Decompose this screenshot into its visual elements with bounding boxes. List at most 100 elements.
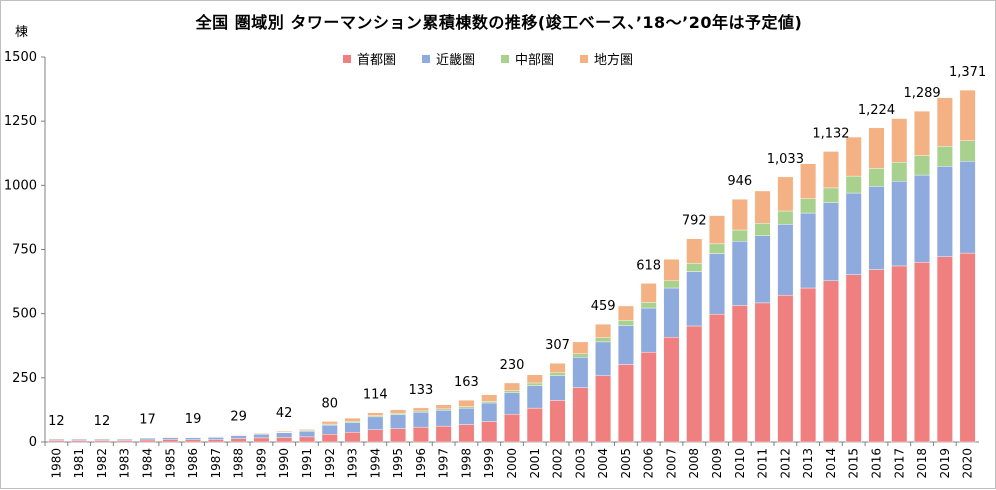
bar-segment — [686, 239, 701, 264]
x-tick-label: 2017 — [892, 448, 906, 479]
bar-segment — [459, 400, 474, 406]
bar-segment — [368, 417, 383, 430]
bar-segment — [914, 156, 929, 176]
bar-segment — [140, 438, 155, 440]
bar-segment — [709, 216, 724, 244]
bar-segment — [846, 275, 861, 442]
bar-segment — [755, 303, 770, 442]
bar-segment — [527, 408, 542, 442]
bar-segment — [892, 119, 907, 163]
x-tick-label: 1999 — [482, 448, 496, 479]
data-label: 1,371 — [949, 65, 986, 80]
bar-segment — [892, 181, 907, 266]
bar-segment — [846, 176, 861, 193]
bar-segment — [413, 412, 428, 427]
x-tick-label: 1982 — [95, 448, 109, 479]
bar-segment — [550, 400, 565, 442]
bar-segment — [800, 213, 815, 288]
x-tick-label: 2011 — [756, 448, 770, 479]
data-label: 459 — [591, 299, 616, 314]
x-tick-label: 2012 — [778, 448, 792, 479]
bar-segment — [345, 432, 360, 442]
x-tick-label: 1997 — [437, 448, 451, 479]
bar-segment — [800, 199, 815, 213]
data-label: 17 — [139, 413, 156, 428]
bar-segment — [732, 230, 747, 241]
bar-segment — [345, 422, 360, 432]
x-tick-label: 1991 — [300, 448, 314, 479]
data-label: 1,224 — [858, 103, 895, 118]
bar-segment — [276, 431, 291, 432]
bar-segment — [709, 314, 724, 442]
bar-segment — [459, 408, 474, 424]
bar-segment — [345, 418, 360, 421]
bar-segment — [937, 146, 952, 166]
bar-segment — [436, 410, 451, 426]
bar-segment — [641, 352, 656, 442]
bar-segment — [641, 302, 656, 308]
bar-segment — [755, 236, 770, 303]
bar-segment — [299, 431, 314, 437]
bar-segment — [322, 425, 337, 434]
y-tick-label: 250 — [12, 371, 37, 386]
bar-segment — [71, 440, 86, 442]
x-tick-label: 1995 — [391, 448, 405, 479]
x-tick-label: 2004 — [596, 448, 610, 479]
x-tick-label: 2008 — [687, 448, 701, 479]
bar-segment — [481, 403, 496, 421]
bar-segment — [185, 438, 200, 440]
bar-segment — [573, 388, 588, 442]
x-tick-label: 1998 — [459, 448, 473, 479]
bar-segment — [937, 166, 952, 256]
bar-segment — [960, 161, 975, 253]
x-tick-label: 1980 — [49, 448, 63, 479]
y-tick-label: 0 — [29, 435, 37, 450]
bar-segment — [778, 295, 793, 442]
bar-segment — [322, 434, 337, 442]
bar-segment — [254, 438, 269, 442]
bar-segment — [595, 342, 610, 376]
y-tick-label: 750 — [12, 243, 37, 258]
bar-segment — [163, 437, 178, 438]
data-label: 230 — [500, 358, 525, 373]
bar-segment — [778, 211, 793, 224]
y-tick-label: 1000 — [4, 178, 37, 193]
bar-segment — [686, 263, 701, 271]
x-tick-label: 2016 — [869, 448, 883, 479]
x-tick-label: 1986 — [186, 448, 200, 479]
x-tick-label: 1981 — [72, 448, 86, 479]
data-label: 1,033 — [767, 152, 804, 167]
bar-segment — [208, 437, 223, 438]
bar-segment — [869, 270, 884, 442]
x-tick-label: 1985 — [163, 448, 177, 479]
bar-segment — [140, 440, 155, 442]
x-tick-label: 2005 — [619, 448, 633, 479]
bar-segment — [869, 128, 884, 169]
y-tick-label: 1250 — [4, 114, 37, 129]
bar-segment — [231, 435, 246, 436]
bar-segment — [618, 320, 633, 325]
x-tick-label: 2009 — [710, 448, 724, 479]
bar-segment — [390, 415, 405, 429]
data-label: 12 — [94, 414, 111, 429]
bar-segment — [846, 137, 861, 176]
x-tick-label: 2006 — [642, 448, 656, 479]
bar-segment — [550, 376, 565, 401]
bar-segment — [368, 413, 383, 416]
bar-segment — [481, 395, 496, 402]
bar-segment — [664, 288, 679, 337]
bar-segment — [550, 363, 565, 372]
bar-segment — [618, 306, 633, 320]
x-tick-label: 1983 — [118, 448, 132, 479]
bar-segment — [504, 414, 519, 442]
bar-segment — [846, 193, 861, 275]
bar-segment — [595, 324, 610, 338]
bar-segment — [254, 433, 269, 434]
bar-segment — [641, 308, 656, 352]
bar-segment — [322, 421, 337, 424]
bar-segment — [550, 373, 565, 376]
bar-segment — [823, 203, 838, 281]
bar-segment — [573, 354, 588, 358]
bar-segment — [732, 241, 747, 305]
